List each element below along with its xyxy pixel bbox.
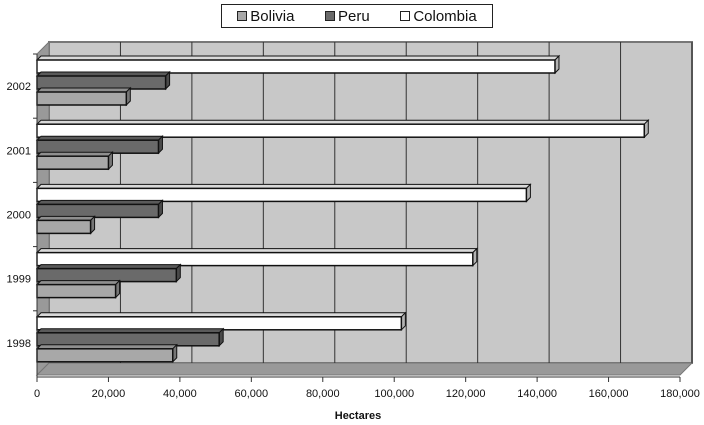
legend-item-bolivia: Bolivia: [237, 8, 294, 25]
x-tick-label: 0: [34, 388, 40, 400]
legend-swatch-bolivia: [237, 11, 248, 21]
bar-front-face: [36, 283, 117, 299]
x-tick-label: 180,000: [660, 388, 700, 400]
bar-colombia-2001: [35, 118, 650, 139]
bar-front-face: [36, 75, 167, 90]
y-tick-label: 2001: [7, 145, 31, 157]
y-tick-label: 1999: [7, 274, 31, 286]
bar-front-face: [36, 187, 528, 203]
plot-floor: [35, 362, 694, 376]
legend-swatch-colombia: [400, 11, 411, 21]
bar-colombia-2000: [35, 183, 532, 203]
bar-peru-2001: [35, 134, 164, 155]
bar-front-face: [36, 251, 474, 267]
x-tick-label: 100,000: [374, 388, 414, 400]
x-tick-label: 140,000: [517, 388, 557, 400]
bar-bolivia-1999: [35, 279, 121, 299]
y-tick-label: 1998: [7, 338, 31, 350]
x-tick-label: 40,000: [163, 388, 197, 400]
bar-front-face: [36, 123, 646, 138]
bar-peru-2002: [35, 70, 171, 91]
x-axis-title: Hectares: [335, 410, 381, 422]
bar-colombia-1998: [35, 311, 407, 332]
bar-colombia-1999: [35, 247, 479, 267]
legend-item-colombia: Colombia: [400, 7, 477, 25]
bar-front-face: [36, 155, 110, 170]
legend-swatch-peru: [325, 11, 336, 21]
bar-front-face: [36, 91, 128, 106]
bar-peru-1998: [35, 327, 225, 348]
bar-bolivia-1998: [35, 343, 178, 364]
bar-bolivia-2001: [35, 150, 114, 171]
legend: Bolivia Peru Colombia: [221, 4, 493, 28]
bar-front-face: [36, 316, 403, 331]
x-tick-label: 80,000: [306, 388, 340, 400]
legend-label-colombia: Colombia: [413, 7, 477, 25]
x-tick-label: 60,000: [235, 388, 269, 400]
bar-bolivia-2002: [35, 86, 132, 107]
bar-front-face: [36, 332, 220, 347]
x-tick-label: 20,000: [92, 388, 126, 400]
bar-peru-2000: [35, 199, 164, 219]
axes-layer: 0 20,000 40,000 60,000 80,000 100,000 120,000 1…: [7, 53, 700, 400]
bars-layer: [35, 54, 650, 364]
bar-bolivia-2000: [35, 215, 96, 235]
bar-front-face: [36, 59, 556, 74]
bar-peru-1999: [35, 263, 182, 283]
bar-front-face: [36, 219, 92, 235]
bar-colombia-2002: [35, 54, 561, 75]
x-tick-label: 160,000: [589, 388, 629, 400]
y-tick-label: 2002: [7, 81, 31, 93]
y-tick-label: 2000: [7, 210, 31, 222]
x-tick-label: 120,000: [446, 388, 486, 400]
bar-front-face: [36, 267, 178, 283]
legend-item-peru: Peru: [325, 8, 370, 25]
legend-label-peru: Peru: [338, 7, 370, 25]
bar-front-face: [36, 348, 174, 363]
legend-label-bolivia: Bolivia: [250, 7, 295, 25]
bar-front-face: [36, 139, 160, 154]
bar-front-face: [36, 203, 160, 219]
